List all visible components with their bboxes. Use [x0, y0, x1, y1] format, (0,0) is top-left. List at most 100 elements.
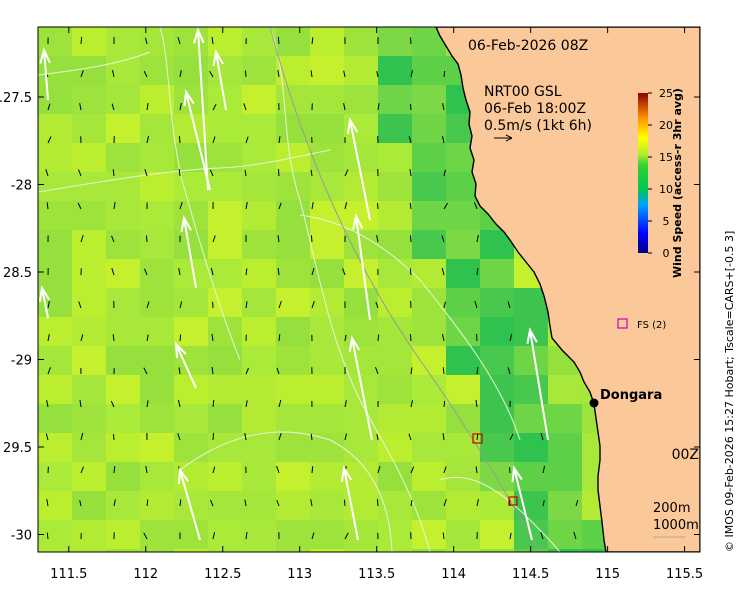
wind-arrow: [210, 499, 214, 507]
wind-cell: [140, 375, 175, 405]
wind-arrow: [410, 235, 412, 243]
current-arrow: [179, 469, 201, 541]
wind-cell: [548, 433, 583, 463]
wind-arrow: [45, 169, 49, 177]
wind-cell: [446, 462, 481, 492]
wind-arrow: [509, 333, 513, 342]
wind-arrow: [209, 169, 214, 177]
wind-arrow: [276, 465, 280, 474]
wind-cell: [378, 549, 413, 552]
current-arrowhead: [38, 285, 51, 302]
wind-cell: [208, 172, 243, 202]
wind-arrow: [278, 169, 280, 177]
wind-cell: [106, 491, 141, 521]
wind-arrow: [509, 532, 512, 540]
wind-cell: [344, 317, 379, 347]
wind-cell: [276, 404, 311, 434]
wind-cell: [378, 375, 413, 405]
current-arrow: [185, 91, 211, 191]
wind-cell: [446, 201, 481, 231]
wind-cell: [174, 549, 209, 552]
wind-cell: [446, 317, 481, 347]
wind-cell: [106, 433, 141, 463]
wind-cell: [446, 520, 481, 550]
wind-cell: [38, 549, 73, 552]
current-arrowhead: [174, 341, 187, 359]
wind-arrow: [344, 433, 347, 441]
x-tick-label: 115.5: [666, 567, 703, 582]
wind-arrow: [244, 432, 247, 441]
wind-cell: [548, 375, 583, 405]
wind-cell: [480, 317, 515, 347]
current-arrow: [197, 29, 209, 191]
wind-cell: [38, 85, 73, 115]
current-arrow: [183, 217, 197, 289]
wind-cell: [38, 201, 73, 231]
wind-cell: [140, 491, 175, 521]
wind-arrow: [46, 532, 49, 540]
wind-cell: [242, 317, 277, 347]
wind-arrow: [146, 499, 149, 507]
wind-cell: [242, 520, 277, 550]
contour-line: [269, 27, 431, 552]
wind-arrow: [408, 433, 412, 441]
colorbar-label: Wind Speed (access-r 3hr avg): [671, 88, 684, 278]
wind-arrow: [542, 500, 545, 507]
wind-cell: [344, 288, 379, 318]
wind-cell: [38, 346, 73, 376]
current-arrow: [513, 467, 533, 541]
wind-arrow: [212, 235, 216, 243]
wind-arrow: [146, 235, 148, 243]
wind-cell: [174, 230, 209, 260]
wind-cell: [106, 230, 141, 260]
wind-cell: [208, 346, 243, 376]
dongara-marker: [589, 398, 599, 408]
wind-arrow: [111, 235, 115, 243]
wind-cell: [310, 201, 345, 231]
wind-arrow: [443, 70, 446, 78]
wind-arrow: [46, 202, 49, 210]
wind-cell: [38, 491, 73, 521]
wind-cell: [446, 346, 481, 376]
wind-arrow: [475, 399, 478, 408]
wind-arrow: [177, 433, 181, 441]
wind-arrow: [46, 499, 49, 507]
wind-cell: [174, 172, 209, 202]
land-area: [435, 27, 700, 552]
current-arrow: [349, 119, 371, 221]
wind-cell: [72, 172, 107, 202]
wind-cell: [208, 201, 243, 231]
wind-arrow: [443, 301, 446, 309]
wind-cell: [208, 27, 243, 57]
wind-cell: [412, 491, 447, 521]
wind-cell: [276, 346, 311, 376]
current-arrowhead: [180, 215, 192, 232]
wind-cell: [242, 491, 277, 521]
wind-arrow: [178, 169, 181, 177]
wind-cell: [276, 549, 311, 552]
wind-arrow: [80, 234, 84, 243]
wind-cell: [310, 56, 345, 86]
wind-arrow: [47, 136, 52, 144]
current-arrow: [351, 337, 373, 441]
wind-cell: [276, 259, 311, 289]
wind-arrow: [575, 499, 579, 507]
wind-arrow: [245, 367, 249, 375]
wind-arrow: [277, 268, 280, 276]
wind-cell: [242, 549, 277, 552]
wind-cell: [38, 375, 73, 405]
wind-arrow: [177, 36, 181, 45]
wind-arrow: [476, 367, 479, 375]
wind-cell: [140, 56, 175, 86]
wind-cell: [208, 491, 243, 521]
wind-arrow: [79, 103, 82, 111]
wind-arrow: [311, 37, 314, 45]
wind-arrow: [277, 37, 280, 45]
dongara-label: Dongara: [600, 388, 662, 403]
wind-cell: [480, 549, 515, 552]
wind-arrow: [143, 532, 148, 540]
wind-arrow: [442, 333, 445, 342]
wind-arrow: [80, 432, 84, 441]
wind-arrow: [111, 103, 115, 111]
